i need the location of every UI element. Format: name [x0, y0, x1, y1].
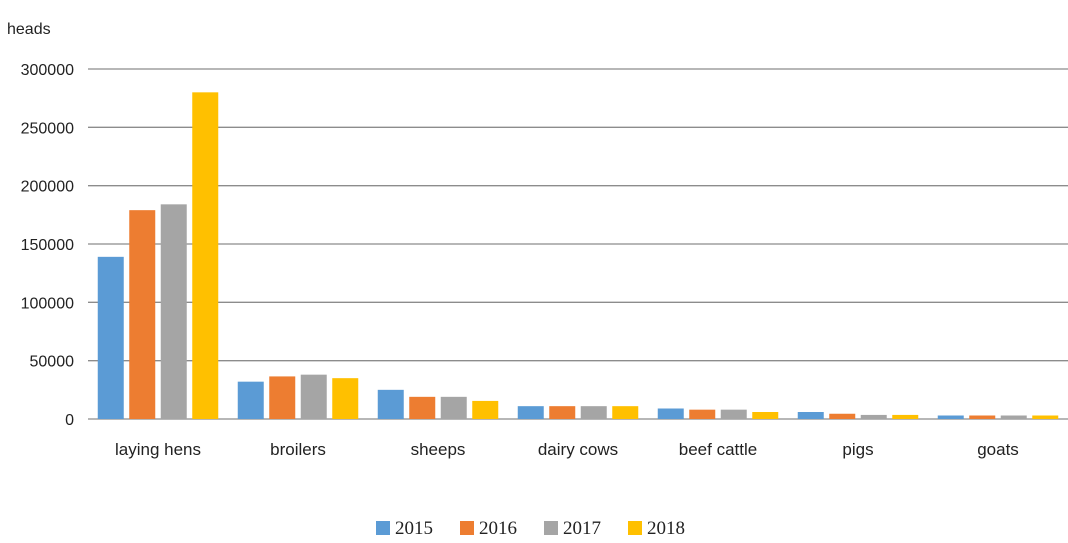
- bar-2018-pigs: [892, 414, 919, 419]
- category-label: broilers: [270, 440, 326, 459]
- legend-label: 2016: [479, 518, 517, 539]
- bar-2017-laying-hens: [160, 204, 187, 419]
- bar-2016-sheeps: [409, 396, 436, 419]
- bar-2016-laying-hens: [129, 210, 156, 419]
- y-tick-labels: 0 50000 100000 150000 200000 250000 300000: [21, 62, 74, 429]
- gridlines: [88, 68, 1068, 420]
- category-label: sheeps: [411, 440, 466, 459]
- legend-label: 2015: [395, 518, 433, 539]
- category-label: dairy cows: [538, 440, 618, 459]
- bar-2017-goats: [1000, 415, 1027, 419]
- bar-2015-broilers: [237, 381, 264, 419]
- bars: [97, 92, 1059, 419]
- bar-2016-goats: [969, 415, 996, 419]
- category-label: goats: [977, 440, 1019, 459]
- legend-swatch-2018: [628, 521, 642, 535]
- y-tick-label: 300000: [21, 62, 74, 79]
- legend-label: 2018: [647, 518, 685, 539]
- bar-2016-beef-cattle: [689, 409, 716, 419]
- bar-2018-goats: [1032, 415, 1059, 419]
- bar-2018-sheeps: [472, 400, 499, 419]
- bar-2018-dairy-cows: [612, 406, 639, 419]
- bar-2017-dairy-cows: [580, 406, 607, 419]
- bar-2018-laying-hens: [192, 92, 219, 419]
- y-tick-label: 200000: [21, 179, 74, 196]
- legend-swatch-2016: [460, 521, 474, 535]
- category-label: laying hens: [115, 440, 201, 459]
- y-axis-label: heads: [7, 21, 51, 38]
- y-tick-label: 50000: [30, 354, 75, 371]
- bar-2016-broilers: [269, 376, 296, 419]
- bar-2016-dairy-cows: [549, 406, 576, 419]
- y-tick-label: 100000: [21, 295, 74, 312]
- y-tick-label: 150000: [21, 237, 74, 254]
- bar-2015-dairy-cows: [517, 406, 544, 419]
- y-tick-label: 250000: [21, 120, 74, 137]
- category-label: pigs: [842, 440, 873, 459]
- category-label: beef cattle: [679, 440, 757, 459]
- bar-2015-pigs: [797, 412, 824, 419]
- bar-2017-sheeps: [440, 396, 467, 419]
- bar-2015-sheeps: [377, 389, 404, 419]
- bar-2017-broilers: [300, 374, 327, 419]
- bar-2017-beef-cattle: [720, 409, 747, 419]
- legend: 2015 2016 2017 2018: [376, 518, 685, 539]
- bar-2018-beef-cattle: [752, 412, 779, 419]
- legend-swatch-2017: [544, 521, 558, 535]
- bar-2015-beef-cattle: [657, 408, 684, 419]
- y-tick-label: 0: [65, 412, 74, 429]
- bar-2015-laying-hens: [97, 256, 124, 419]
- category-labels: laying hens broilers sheeps dairy cows beef …: [115, 440, 1019, 459]
- bar-2016-pigs: [829, 413, 856, 419]
- bar-2015-goats: [937, 415, 964, 419]
- bar-2018-broilers: [332, 378, 359, 419]
- bar-2017-pigs: [860, 414, 887, 419]
- legend-swatch-2015: [376, 521, 390, 535]
- legend-label: 2017: [563, 518, 601, 539]
